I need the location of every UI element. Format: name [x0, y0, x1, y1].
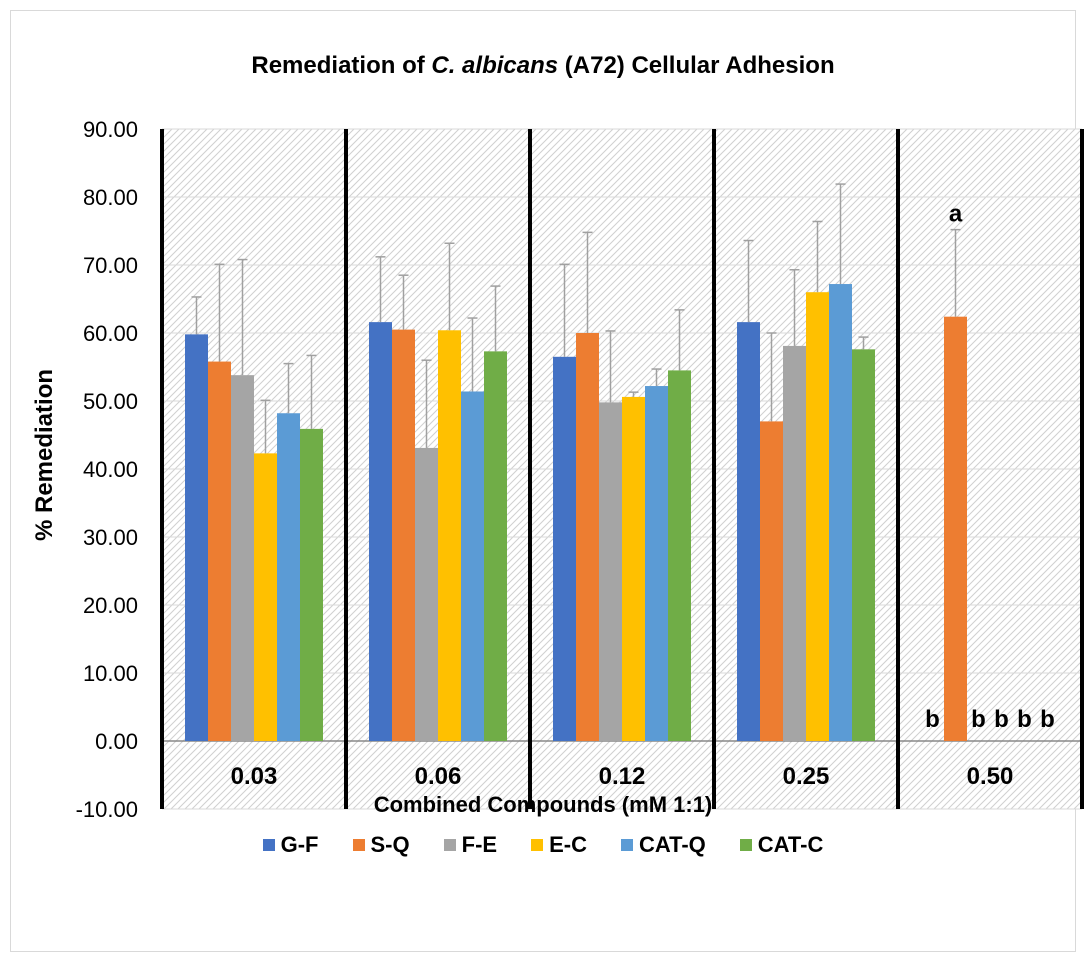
error-bars	[191, 183, 961, 454]
bar-s-q-0.06	[392, 329, 415, 741]
bar-s-q-0.25	[760, 421, 783, 741]
bar-e-c-0.25	[806, 292, 829, 741]
bar-cat-q-0.25	[829, 284, 852, 741]
y-tick-label: 40.00	[83, 457, 138, 482]
bar-cat-c-0.12	[668, 370, 691, 741]
y-tick-label: 80.00	[83, 185, 138, 210]
legend-item-cat-c: CAT-C	[739, 832, 824, 858]
chart-title: Remediation of C. albicans (A72) Cellula…	[0, 52, 1086, 80]
bar-f-e-0.06	[415, 447, 438, 741]
significance-label: b	[925, 706, 940, 733]
x-category-label: 0.03	[231, 763, 278, 790]
x-category-label: 0.06	[415, 763, 462, 790]
chart-title-species: C. albicans	[431, 52, 559, 79]
chart-title-suffix: (A72) Cellular Adhesion	[558, 52, 835, 79]
legend-swatch	[443, 839, 456, 851]
x-axis-title: Combined Compounds (mM 1:1)	[373, 792, 713, 817]
legend-label: CAT-C	[757, 832, 824, 857]
bar-g-f-0.06	[369, 322, 392, 741]
bar-f-e-0.03	[231, 375, 254, 741]
x-category-labels: 0.03 0.06 0.12 0.25 0.50	[231, 763, 1014, 790]
legend-item-g-f: G-F	[262, 832, 319, 858]
x-category-label: 0.12	[599, 763, 646, 790]
bar-e-c-0.06	[438, 330, 461, 741]
category-dividers	[160, 129, 1084, 809]
bar-cat-q-0.06	[461, 391, 484, 741]
legend-label: G-F	[280, 832, 319, 857]
y-tick-label: 0.00	[95, 729, 138, 754]
legend-swatch	[262, 839, 275, 851]
legend-item-f-e: F-E	[443, 832, 498, 858]
bar-s-q-0.03	[208, 361, 231, 741]
bar-e-c-0.03	[254, 453, 277, 741]
bar-s-q-0.50	[944, 316, 967, 741]
significance-label: b	[994, 706, 1009, 733]
bar-f-e-0.25	[783, 345, 806, 741]
y-tick-label: 50.00	[83, 389, 138, 414]
bar-g-f-0.25	[737, 322, 760, 741]
significance-label: b	[1017, 706, 1032, 733]
legend-item-cat-q: CAT-Q	[620, 832, 706, 858]
significance-labels: bab b b b	[925, 201, 1055, 733]
x-category-label: 0.50	[967, 763, 1014, 790]
bar-g-f-0.03	[185, 334, 208, 741]
legend-item-s-q: S-Q	[352, 832, 410, 858]
significance-label: b	[971, 706, 986, 733]
bar-cat-c-0.06	[484, 351, 507, 741]
legend-label: E-C	[549, 832, 587, 857]
y-tick-label: 10.00	[83, 661, 138, 686]
y-tick-label: 90.00	[83, 117, 138, 142]
y-tick-label: 20.00	[83, 593, 138, 618]
y-tick-label: -10.00	[76, 797, 138, 822]
bar-cat-q-0.03	[277, 413, 300, 741]
bar-f-e-0.12	[599, 402, 622, 741]
legend-label: F-E	[461, 832, 498, 857]
bar-g-f-0.12	[553, 356, 576, 741]
chart-title-prefix: Remediation of	[251, 52, 432, 79]
legend-swatch	[739, 839, 752, 851]
legend-label: S-Q	[370, 832, 410, 857]
legend-swatch	[352, 839, 365, 851]
y-tick-labels: -10.00 0.00 10.00 20.00 30.00 40.00 50.00 60.00…	[76, 117, 138, 822]
bar-cat-c-0.25	[852, 349, 875, 741]
bars	[185, 284, 967, 741]
significance-label: a	[949, 201, 963, 228]
legend-swatch	[531, 839, 544, 851]
bar-e-c-0.12	[622, 396, 645, 741]
legend-label: CAT-Q	[638, 832, 706, 857]
legend-item-e-c: E-C	[531, 832, 587, 858]
y-axis-title: % Remediation	[31, 369, 58, 541]
significance-label: b	[1040, 706, 1055, 733]
legend: G-F S-Q F-E E-C CAT-Q CAT-C	[0, 832, 1086, 858]
x-category-label: 0.25	[783, 763, 830, 790]
bar-cat-q-0.12	[645, 386, 668, 741]
y-tick-label: 70.00	[83, 253, 138, 278]
y-tick-label: 30.00	[83, 525, 138, 550]
y-tick-label: 60.00	[83, 321, 138, 346]
bar-s-q-0.12	[576, 333, 599, 741]
legend-swatch	[620, 839, 633, 851]
bar-cat-c-0.03	[300, 428, 323, 741]
